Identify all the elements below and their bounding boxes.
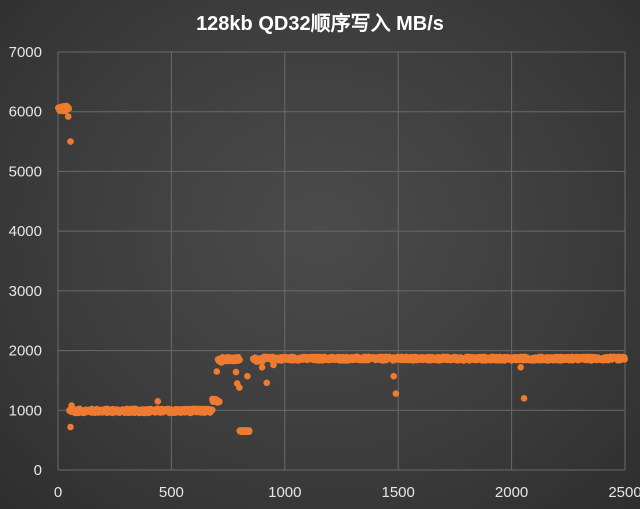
data-point <box>517 364 524 371</box>
x-tick-label: 2000 <box>495 484 528 501</box>
data-point <box>258 364 266 371</box>
data-point <box>218 359 225 366</box>
data-point <box>209 406 216 414</box>
x-tick-label: 1000 <box>268 484 301 501</box>
data-point <box>154 398 162 405</box>
data-point <box>390 372 398 380</box>
y-tick-label: 4000 <box>9 223 42 240</box>
data-points <box>55 102 628 436</box>
y-tick-label: 2000 <box>9 343 42 360</box>
data-point <box>68 402 75 409</box>
y-tick-label: 6000 <box>9 104 42 121</box>
x-tick-label: 2500 <box>608 484 640 501</box>
data-point <box>67 423 74 431</box>
data-point <box>213 368 221 375</box>
data-point <box>244 372 251 380</box>
data-point <box>215 398 223 406</box>
data-point <box>67 138 74 145</box>
data-point <box>245 428 253 436</box>
y-tick-label: 3000 <box>9 283 42 300</box>
data-point <box>270 361 277 369</box>
data-point <box>232 368 240 376</box>
data-point <box>263 379 271 387</box>
data-point <box>64 113 72 120</box>
y-tick-label: 0 <box>34 462 42 479</box>
x-tick-label: 0 <box>54 484 62 501</box>
y-tick-label: 7000 <box>9 44 42 61</box>
axis-tick-labels: 0 1000 2000 3000 4000 5000 6000 7000 0 500 1000 150… <box>9 44 640 501</box>
data-point <box>235 355 243 363</box>
x-tick-label: 500 <box>159 484 184 501</box>
chart-title: 128kb QD32顺序写入 MB/s <box>196 11 444 35</box>
data-point <box>64 104 72 111</box>
data-point <box>236 384 243 391</box>
y-tick-label: 5000 <box>9 163 42 180</box>
data-point <box>520 395 528 402</box>
data-point <box>392 390 400 397</box>
x-tick-label: 1500 <box>382 484 415 501</box>
y-tick-label: 1000 <box>9 402 42 419</box>
gridlines <box>57 51 626 471</box>
data-point <box>621 356 628 363</box>
